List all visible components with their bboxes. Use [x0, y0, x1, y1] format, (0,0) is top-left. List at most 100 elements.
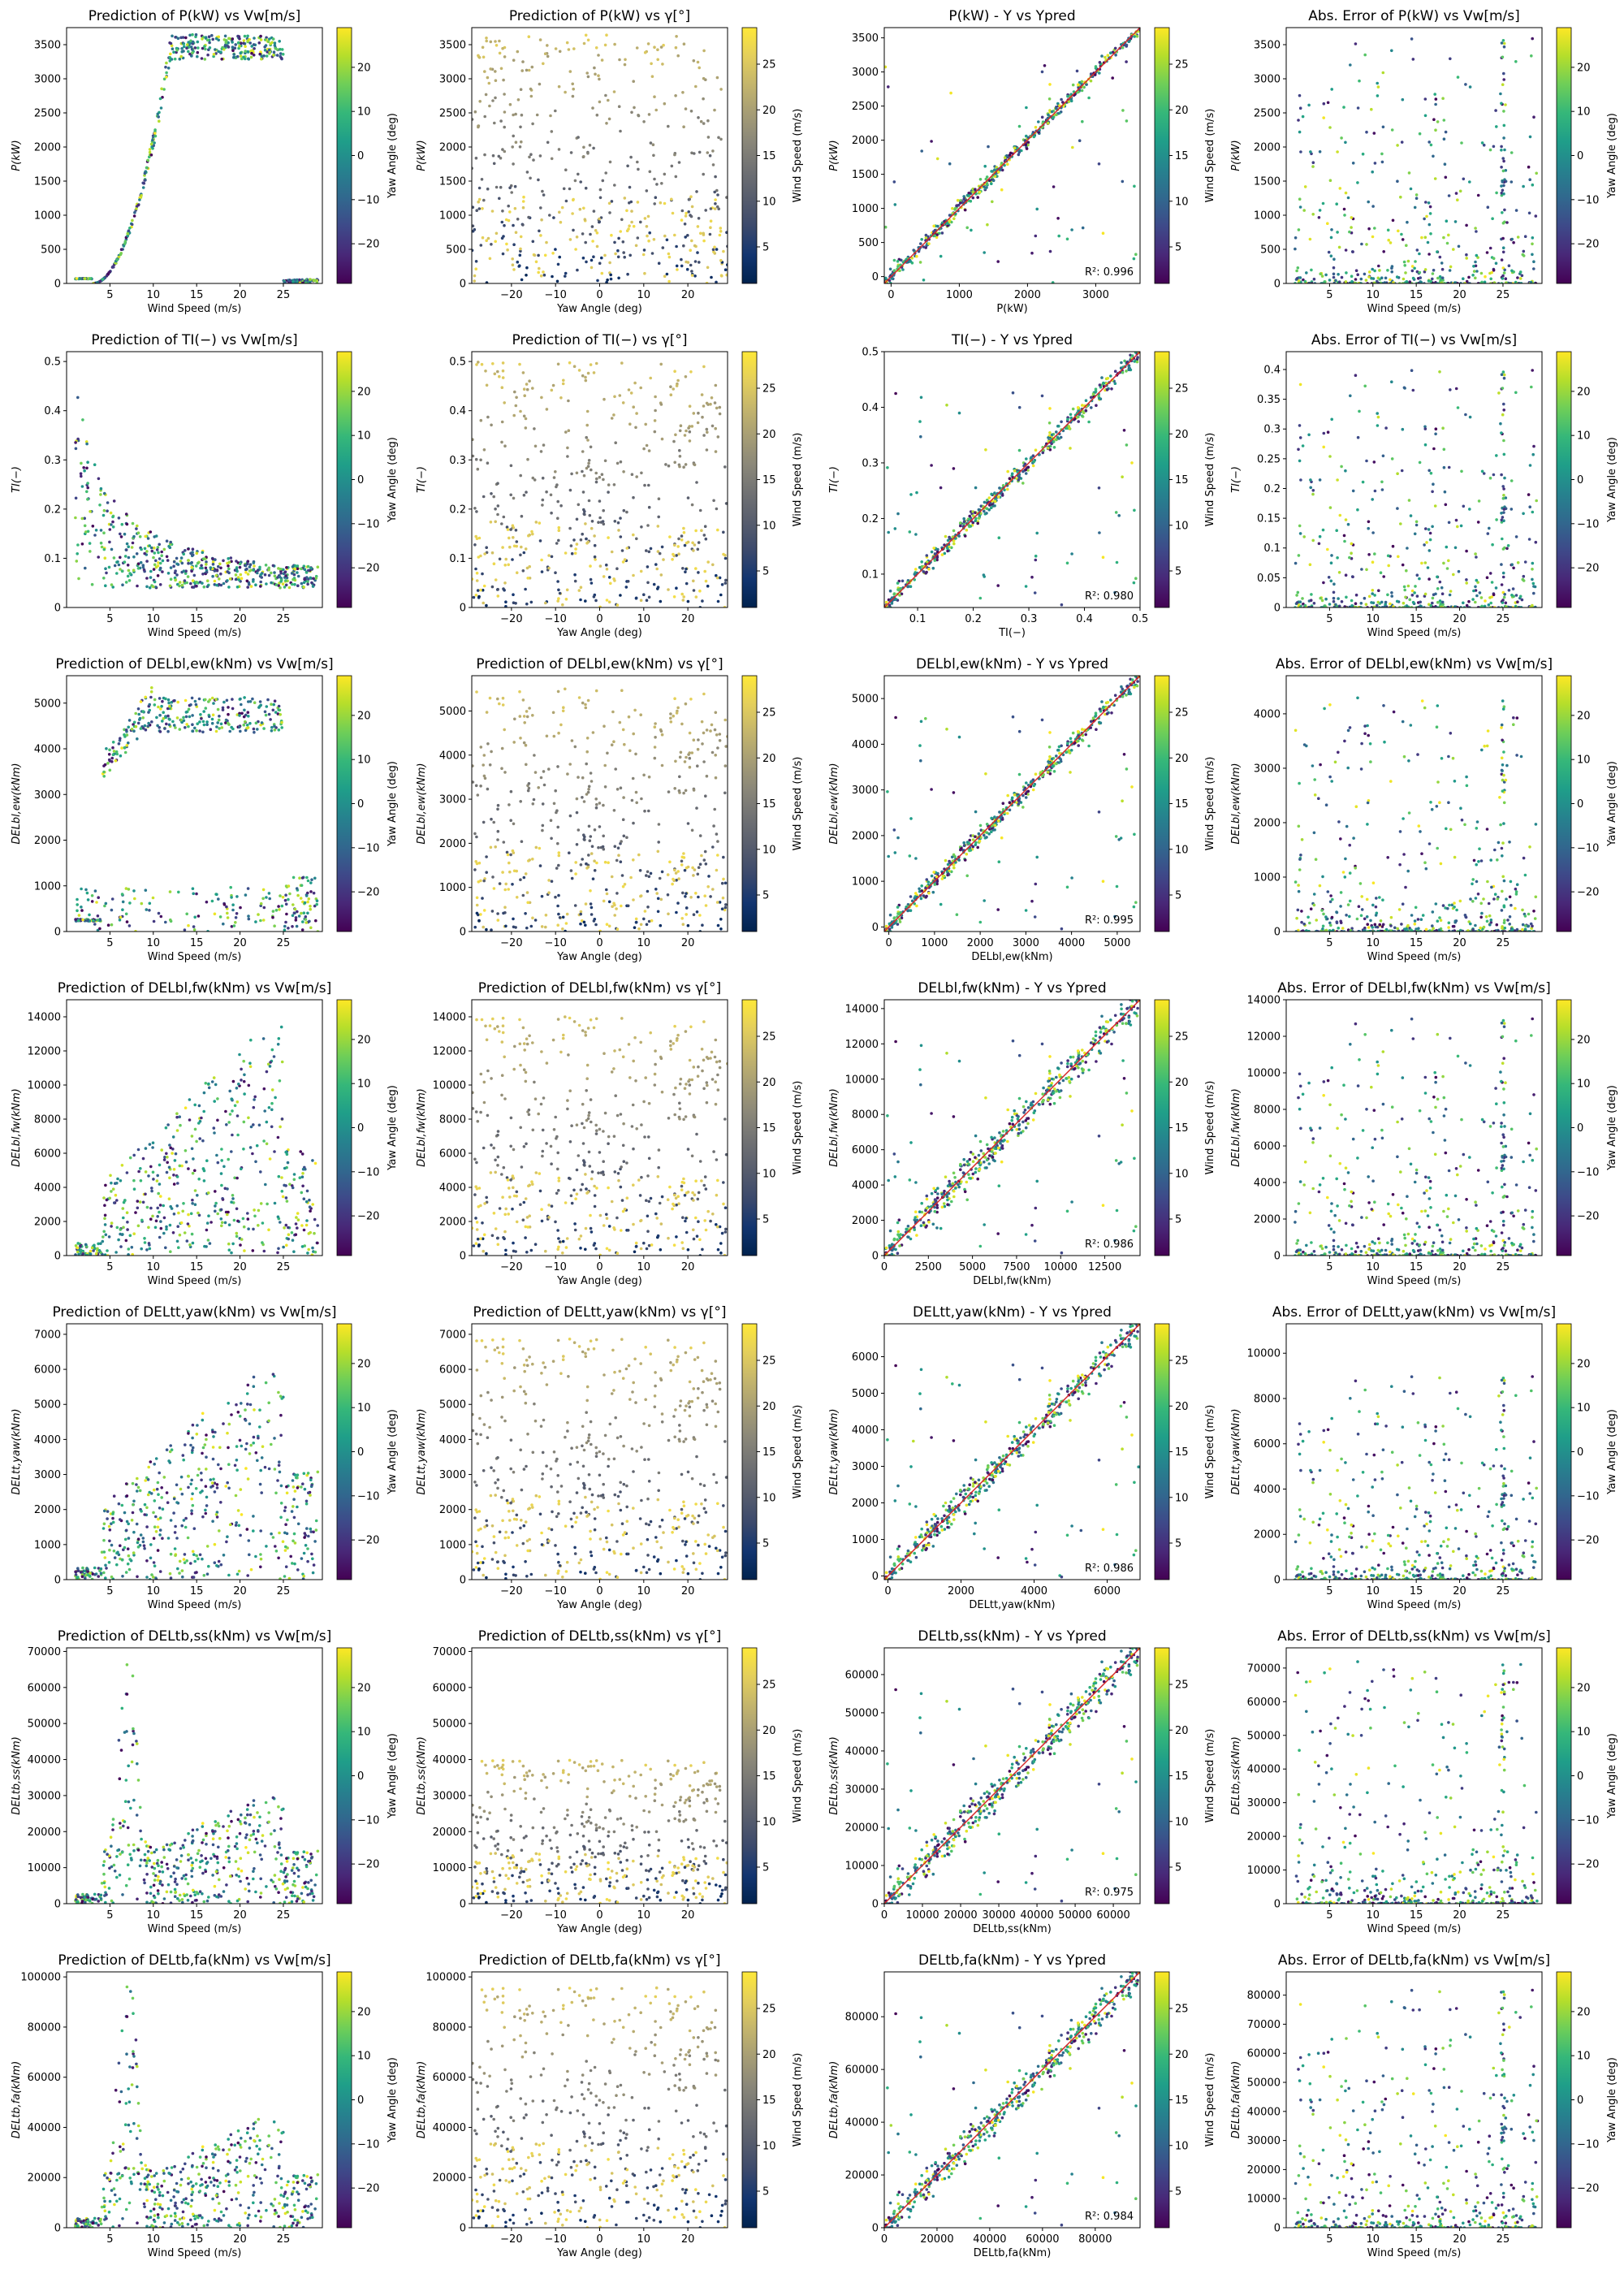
scatter-point: [693, 152, 696, 155]
scatter-point: [123, 750, 127, 754]
scatter-point: [520, 69, 524, 72]
scatter-point: [1415, 523, 1419, 527]
scatter-point: [178, 728, 182, 731]
scatter-point: [593, 543, 597, 547]
scatter-point: [1418, 460, 1422, 465]
scatter-point: [191, 714, 194, 717]
scatter-point: [184, 569, 188, 573]
scatter-point: [1132, 257, 1136, 261]
scatter-point: [538, 521, 542, 525]
scatter-point: [1502, 271, 1506, 275]
scatter-point: [146, 724, 149, 728]
scatter-point: [306, 879, 310, 883]
scatter-point: [130, 546, 134, 549]
scatter-point: [1415, 594, 1419, 598]
scatter-point: [1321, 201, 1325, 205]
scatter-point: [1332, 266, 1336, 270]
scatter-point: [270, 725, 274, 729]
scatter-point: [1396, 179, 1399, 183]
scatter-point: [520, 545, 523, 549]
scatter-point: [1402, 386, 1406, 390]
scatter-point: [1350, 551, 1353, 555]
scatter-point: [496, 587, 499, 591]
scatter-point: [648, 170, 652, 174]
scatter-point: [1391, 218, 1395, 223]
scatter-point: [172, 564, 175, 568]
scatter-point: [246, 562, 249, 566]
scatter-point: [1462, 277, 1465, 281]
scatter-point: [1420, 236, 1423, 240]
scatter-point: [508, 545, 512, 549]
scatter-point: [205, 579, 209, 582]
colorbar-label: Wind Speed (m/s): [1204, 433, 1216, 527]
scatter-point: [1311, 165, 1315, 168]
scatter-point: [1057, 234, 1060, 238]
scatter-point: [702, 534, 706, 537]
scatter-point: [1457, 244, 1461, 249]
scatter-point: [253, 47, 256, 50]
scatter-point: [1445, 219, 1449, 223]
scatter-point: [591, 240, 594, 243]
scatter-point: [561, 603, 564, 607]
scatter-point: [284, 920, 287, 924]
scatter-point: [646, 524, 650, 527]
scatter-point: [697, 541, 701, 544]
scatter-point: [184, 711, 188, 714]
scatter-point: [621, 560, 625, 564]
scatter-point: [187, 41, 190, 44]
scatter-point: [602, 522, 606, 526]
scatter-point: [1510, 563, 1514, 566]
scatter-point: [919, 396, 923, 400]
scatter-point: [1415, 197, 1419, 200]
scatter-point: [680, 592, 684, 596]
scatter-point: [1528, 135, 1532, 139]
scatter-point: [134, 724, 138, 728]
scatter-point: [212, 54, 215, 58]
y-tick-label: 500: [1260, 244, 1281, 257]
scatter-point: [191, 887, 195, 890]
scatter-point: [1500, 583, 1504, 586]
colorbar-tick-label: 20: [1175, 429, 1189, 441]
scatter-point: [160, 554, 163, 557]
scatter-point: [1427, 469, 1431, 473]
scatter-point: [713, 401, 717, 404]
scatter-point: [121, 900, 125, 904]
scatter-point: [1345, 595, 1348, 599]
scatter-point: [117, 517, 121, 520]
scatter-point: [111, 265, 114, 269]
scatter-point: [184, 572, 188, 575]
scatter-point: [1077, 90, 1080, 94]
scatter-point: [1445, 241, 1449, 245]
scatter-point: [1501, 157, 1505, 160]
y-tick-label: 0: [460, 279, 466, 291]
scatter-point: [284, 902, 288, 906]
scatter-point: [296, 584, 300, 587]
scatter-point: [304, 894, 309, 897]
scatter-point: [1051, 281, 1055, 283]
scatter-point: [682, 125, 685, 128]
scatter-point: [988, 504, 991, 507]
scatter-point: [959, 524, 962, 528]
scatter-point: [252, 577, 255, 581]
scatter-point: [884, 65, 888, 69]
scatter-point: [494, 70, 497, 73]
scatter-point: [1380, 600, 1384, 604]
scatter-point: [1348, 281, 1351, 283]
scatter-point: [971, 521, 975, 525]
y-tick-label: 0.3: [1263, 424, 1281, 436]
scatter-point: [687, 210, 690, 214]
scatter-point: [577, 503, 581, 507]
scatter-point: [105, 571, 108, 575]
scatter-point: [309, 907, 313, 911]
scatter-point: [196, 50, 200, 54]
scatter-point: [197, 697, 201, 701]
scatter-point: [488, 104, 491, 108]
scatter-point: [699, 119, 703, 123]
scatter-point: [202, 710, 205, 713]
scatter-point: [689, 263, 693, 267]
scatter-point: [1418, 132, 1422, 136]
scatter-point: [146, 158, 150, 162]
scatter-point: [1298, 93, 1302, 97]
scatter-point: [81, 918, 84, 922]
scatter-point: [583, 218, 587, 222]
